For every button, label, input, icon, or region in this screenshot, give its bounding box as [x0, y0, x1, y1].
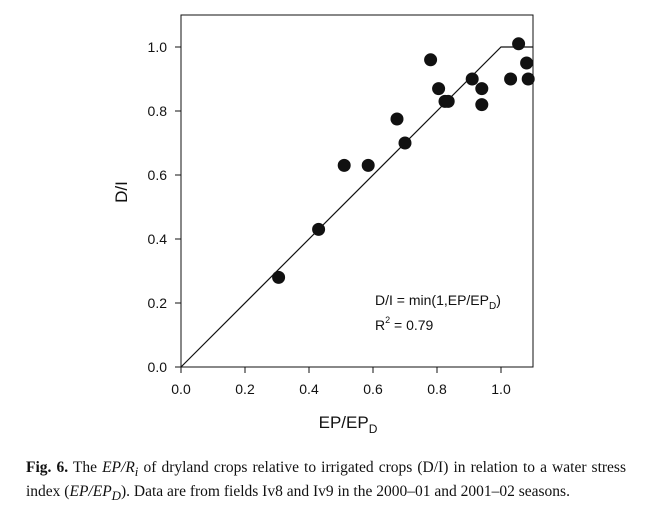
fit-line-layer [180, 46, 533, 368]
x-tick-label: 0.0 [171, 381, 191, 397]
data-point [465, 72, 479, 86]
data-point [520, 56, 534, 70]
plot-border [180, 14, 534, 368]
data-point [432, 82, 446, 96]
data-point [312, 222, 326, 236]
r-squared-label: R2 = 0.79 [375, 315, 434, 333]
data-point [361, 158, 375, 172]
data-point [337, 158, 351, 172]
y-axis: 0.0 0.2 0.4 0.6 0.8 1.0 [148, 39, 181, 375]
y-tick-label: 0.8 [148, 103, 168, 119]
x-tick-label: 0.8 [427, 381, 447, 397]
y-tick-label: 1.0 [148, 39, 168, 55]
y-axis-title: D/I [112, 181, 131, 203]
x-axis-title: EP/EPD [319, 413, 378, 436]
data-points [272, 37, 535, 284]
data-point [512, 37, 526, 51]
plot-frame [180, 14, 534, 368]
data-point [390, 112, 404, 126]
data-point [424, 53, 438, 67]
data-point [504, 72, 518, 86]
figure-label: Fig. 6. [26, 459, 69, 476]
x-tick-label: 1.0 [491, 381, 511, 397]
figure-caption: Fig. 6. The EP/Ri of dryland crops relat… [26, 459, 626, 504]
y-tick-label: 0.2 [148, 295, 168, 311]
data-point [475, 82, 489, 96]
y-tick-label: 0.6 [148, 167, 168, 183]
data-point [521, 72, 535, 86]
y-tick-label: 0.0 [148, 359, 168, 375]
data-point [398, 136, 412, 150]
equation-label: D/I = min(1,EP/EPD) [375, 292, 501, 312]
x-axis: 0.0 0.2 0.4 0.6 0.8 1.0 [171, 367, 511, 397]
x-tick-label: 0.4 [299, 381, 319, 397]
x-tick-label: 0.6 [363, 381, 383, 397]
x-tick-label: 0.2 [235, 381, 255, 397]
y-tick-label: 0.4 [148, 231, 168, 247]
fit-line [180, 46, 533, 368]
data-point [441, 94, 455, 108]
data-point [475, 98, 489, 112]
data-point [272, 270, 286, 284]
scatter-chart: 0.0 0.2 0.4 0.6 0.8 1.0 0.0 0.2 0.4 0.6 0.8 1.0 EP… [112, 14, 535, 436]
